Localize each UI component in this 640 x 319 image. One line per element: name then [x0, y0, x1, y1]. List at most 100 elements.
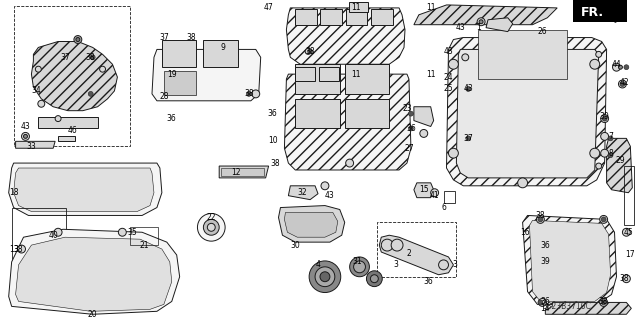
Circle shape: [538, 300, 543, 305]
Bar: [478, 30, 567, 79]
Text: 1: 1: [476, 23, 481, 32]
Bar: [319, 67, 339, 81]
Circle shape: [600, 215, 607, 223]
Circle shape: [252, 90, 260, 98]
Circle shape: [420, 130, 428, 137]
Text: 35: 35: [127, 228, 137, 237]
Circle shape: [54, 228, 62, 236]
Polygon shape: [456, 49, 598, 178]
Text: 3: 3: [452, 260, 457, 269]
Text: 33: 33: [26, 142, 36, 151]
Circle shape: [309, 261, 340, 293]
Text: 34: 34: [31, 86, 41, 95]
Bar: [295, 67, 315, 81]
Text: 43: 43: [20, 122, 30, 131]
Polygon shape: [278, 205, 345, 242]
Text: 15: 15: [419, 185, 429, 194]
Text: 38: 38: [187, 33, 196, 42]
Text: 9: 9: [221, 43, 225, 52]
Circle shape: [601, 149, 609, 157]
Polygon shape: [286, 8, 405, 64]
Bar: [346, 9, 367, 25]
Circle shape: [38, 100, 45, 107]
Text: 38: 38: [620, 274, 629, 283]
Circle shape: [391, 239, 403, 251]
Bar: [295, 9, 317, 25]
Text: 46: 46: [68, 126, 78, 135]
Bar: [345, 64, 389, 94]
Polygon shape: [219, 166, 269, 178]
Text: 21: 21: [140, 241, 149, 249]
Circle shape: [198, 213, 225, 241]
Bar: [162, 40, 196, 67]
Circle shape: [381, 239, 393, 251]
Circle shape: [354, 261, 365, 273]
Text: 37: 37: [60, 53, 70, 62]
Circle shape: [518, 178, 527, 188]
Polygon shape: [486, 18, 513, 32]
Text: 11: 11: [351, 70, 360, 78]
Circle shape: [17, 245, 26, 253]
Circle shape: [431, 189, 438, 197]
Polygon shape: [284, 212, 338, 237]
Polygon shape: [414, 107, 434, 127]
Circle shape: [623, 275, 630, 283]
Circle shape: [608, 153, 613, 158]
Polygon shape: [9, 229, 180, 314]
Text: 11: 11: [351, 4, 360, 12]
Bar: [12, 208, 66, 292]
Polygon shape: [380, 235, 453, 275]
Text: 47: 47: [264, 4, 273, 12]
Circle shape: [601, 217, 606, 222]
Text: 2: 2: [406, 249, 412, 257]
Bar: [444, 191, 456, 203]
Circle shape: [462, 54, 468, 61]
Circle shape: [321, 182, 329, 190]
Circle shape: [624, 65, 629, 70]
Text: 39: 39: [540, 257, 550, 266]
Circle shape: [449, 59, 458, 69]
Text: 10: 10: [268, 136, 277, 145]
Circle shape: [538, 217, 543, 222]
Polygon shape: [523, 215, 616, 304]
Text: 38: 38: [86, 53, 95, 62]
Text: 23: 23: [402, 104, 412, 113]
Polygon shape: [164, 71, 196, 95]
Text: 13: 13: [9, 245, 19, 254]
Circle shape: [618, 65, 623, 69]
Circle shape: [601, 132, 609, 140]
Circle shape: [590, 59, 600, 69]
Text: 4: 4: [316, 260, 321, 269]
Text: 30: 30: [291, 241, 300, 249]
Circle shape: [408, 111, 413, 116]
Circle shape: [204, 219, 219, 235]
Polygon shape: [9, 163, 162, 215]
Circle shape: [623, 228, 630, 236]
Text: 38: 38: [599, 297, 609, 306]
Bar: [378, 222, 456, 277]
Bar: [345, 99, 389, 129]
Polygon shape: [607, 138, 632, 193]
Text: 20: 20: [88, 310, 97, 319]
Circle shape: [602, 116, 607, 121]
Polygon shape: [15, 141, 55, 148]
Text: 24: 24: [444, 73, 453, 82]
Text: 14: 14: [541, 304, 550, 313]
Text: 38: 38: [244, 89, 253, 98]
Circle shape: [590, 148, 600, 158]
Text: 43: 43: [325, 191, 335, 200]
Text: 11: 11: [426, 4, 435, 12]
Circle shape: [536, 215, 545, 223]
Circle shape: [346, 159, 354, 167]
Circle shape: [449, 148, 458, 158]
Bar: [204, 40, 238, 67]
Circle shape: [76, 38, 80, 41]
Circle shape: [601, 300, 606, 305]
Text: 38: 38: [13, 245, 24, 254]
Polygon shape: [284, 74, 411, 170]
Text: 36: 36: [424, 277, 433, 286]
Polygon shape: [221, 168, 264, 176]
Bar: [349, 2, 369, 12]
Text: 29: 29: [616, 156, 625, 165]
Bar: [13, 6, 131, 146]
